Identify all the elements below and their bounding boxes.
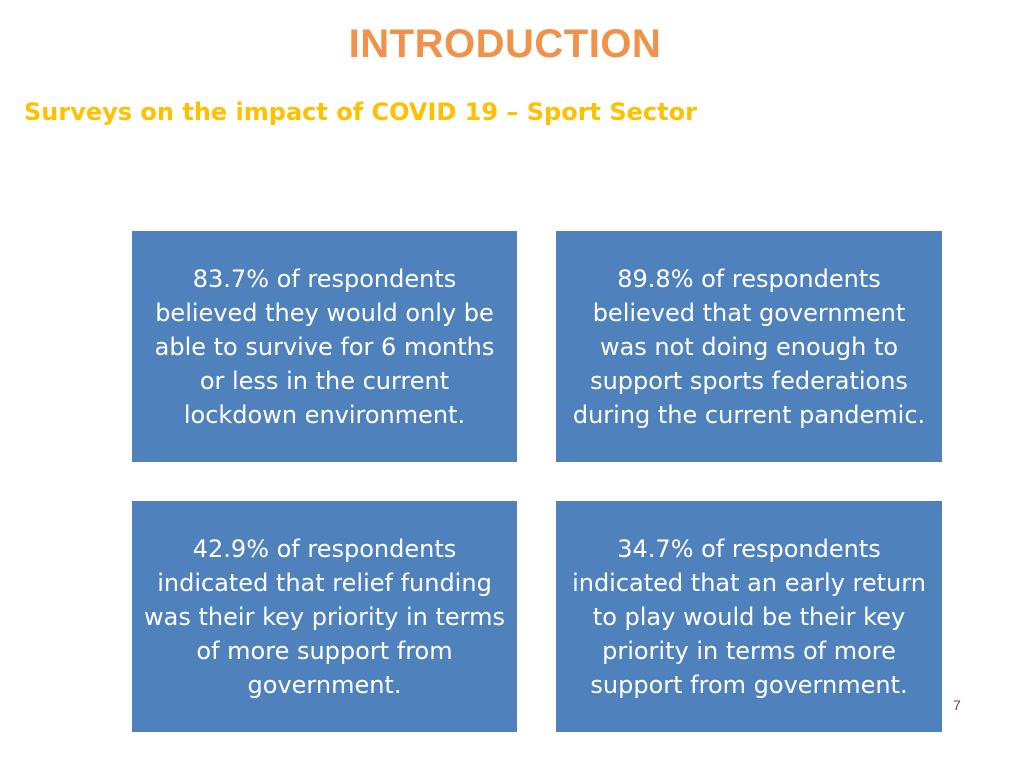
stat-box-government-support: 89.8% of respondents believed that gover… [556, 231, 942, 462]
slide-subtitle: Surveys on the impact of COVID 19 – Spor… [24, 98, 697, 126]
stat-box-return-to-play: 34.7% of respondents indicated that an e… [556, 501, 942, 732]
stat-box-survival: 83.7% of respondents believed they would… [132, 231, 517, 462]
stat-text: 83.7% of respondents believed they would… [154, 264, 495, 429]
stat-text: 42.9% of respondents indicated that reli… [144, 534, 505, 699]
slide-title: INTRODUCTION [348, 22, 662, 66]
stat-text: 89.8% of respondents believed that gover… [572, 264, 926, 429]
page-number: 7 [953, 697, 961, 713]
stat-text: 34.7% of respondents indicated that an e… [572, 534, 926, 699]
stat-box-relief-funding: 42.9% of respondents indicated that reli… [132, 501, 517, 732]
